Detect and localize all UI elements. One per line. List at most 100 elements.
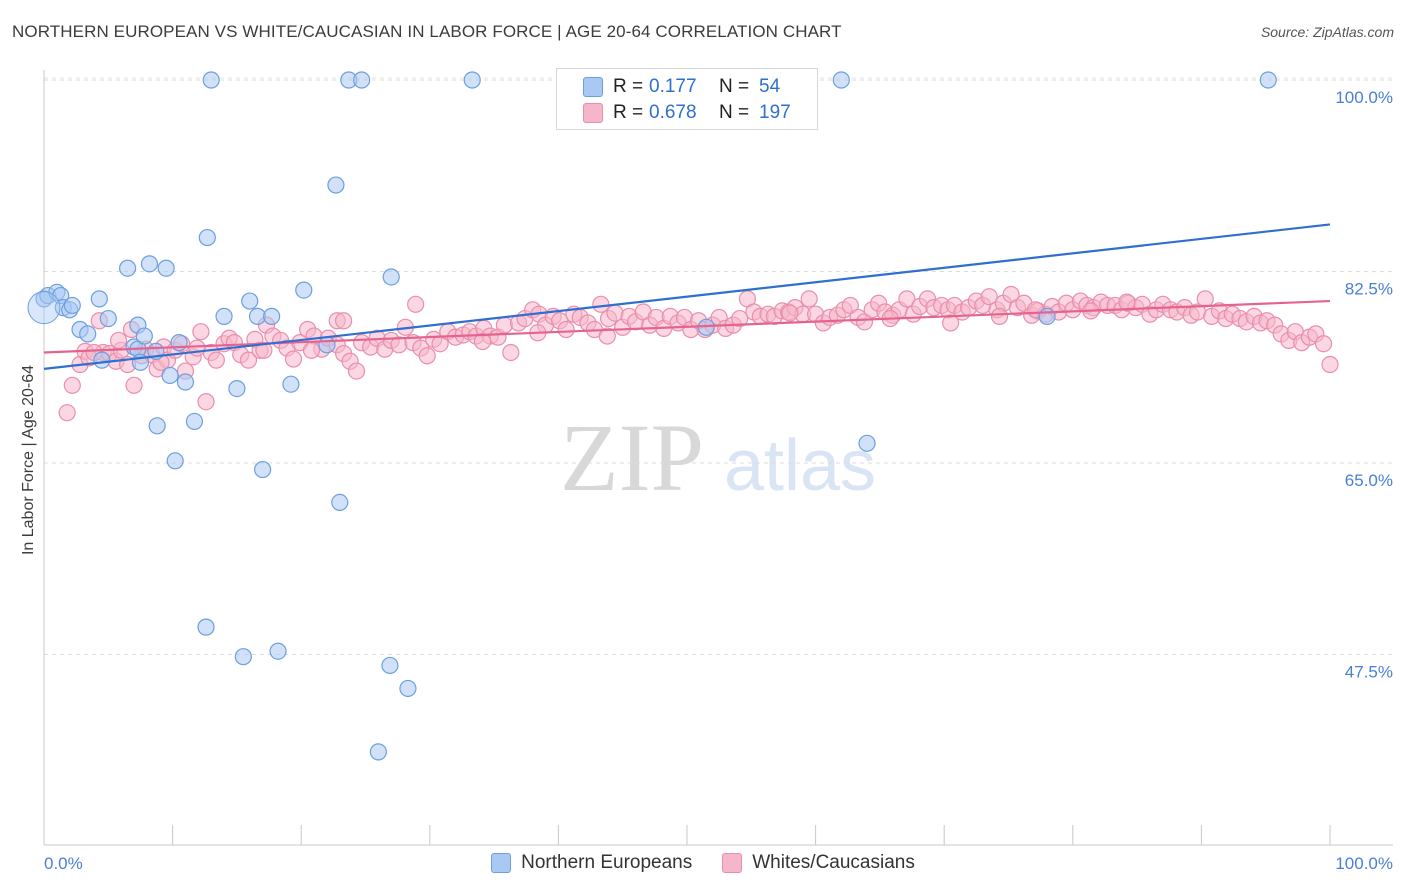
data-point-northern-european: [90, 290, 108, 308]
data-point-northern-european: [161, 366, 179, 385]
legend-row-northern-europeans: R = 0.177 N = 54: [583, 75, 829, 99]
legend-n-value: 54: [759, 76, 781, 97]
watermark-zip: ZIP: [560, 404, 704, 511]
data-point-white: [109, 331, 128, 350]
data-point-northern-european: [858, 434, 876, 452]
data-point-northern-european: [282, 375, 300, 393]
legend-row-whites-caucasians: R = 0.678 N = 197: [583, 101, 829, 125]
data-point-white: [1118, 293, 1136, 311]
trend-line-whites-caucasians: [43, 299, 1331, 354]
data-point-white: [606, 304, 624, 322]
correlation-legend: R = 0.177 N = 54 R = 0.678 N = 197: [556, 68, 818, 130]
data-point-northern-european: [198, 228, 216, 247]
data-point-white: [598, 327, 616, 345]
data-point-white: [407, 295, 425, 313]
data-point-white: [347, 362, 366, 380]
data-point-northern-european: [197, 618, 215, 636]
data-point-northern-european: [135, 327, 153, 345]
data-point-northern-european: [118, 259, 137, 277]
data-point-white: [239, 351, 258, 369]
data-point-white: [800, 290, 818, 308]
data-point-white: [125, 376, 143, 394]
data-point-white: [188, 339, 206, 357]
data-point-white: [557, 320, 575, 339]
chart-title: NORTHERN EUROPEAN VS WHITE/CAUCASIAN IN …: [12, 22, 842, 41]
data-point-white: [473, 332, 492, 351]
watermark-atlas: atlas: [724, 426, 876, 506]
legend-swatch-pink: [583, 103, 603, 123]
data-point-northern-european: [327, 176, 345, 194]
legend-n-label: N =: [719, 76, 750, 97]
data-point-northern-european: [381, 656, 399, 675]
data-point-northern-european: [295, 281, 313, 299]
data-point-northern-european: [185, 412, 204, 431]
data-point-white: [207, 351, 225, 369]
data-point-white: [418, 347, 436, 365]
source-label: Source: ZipAtlas.com: [1260, 24, 1394, 40]
legend-r-label: R =: [613, 76, 644, 97]
data-point-northern-european: [234, 648, 252, 666]
legend-swatch-pink: [722, 853, 743, 873]
data-point-northern-european: [269, 642, 287, 660]
data-point-northern-european: [140, 255, 159, 273]
legend-r-value: 0.678: [649, 102, 697, 123]
trend-line-northern-europeans: [43, 223, 1331, 370]
data-point-northern-european: [176, 373, 195, 391]
series-legend: Northern Europeans Whites/Caucasians: [0, 852, 1406, 874]
y-tick-labels: 100.0% 82.5% 65.0% 47.5%: [1335, 88, 1393, 682]
legend-item-northern-europeans[interactable]: Northern Europeans: [491, 852, 692, 874]
data-point-northern-european: [202, 71, 220, 89]
legend-r-value: 0.177: [649, 76, 697, 97]
data-point-northern-european: [399, 679, 417, 698]
data-point-northern-european: [27, 291, 61, 325]
data-point-white: [302, 341, 321, 359]
data-point-northern-european: [99, 309, 117, 328]
data-point-northern-european: [369, 743, 387, 761]
data-point-white: [1321, 355, 1339, 374]
data-point-northern-european: [63, 296, 81, 315]
legend-label-northern-europeans: Northern Europeans: [521, 852, 693, 873]
legend-label-whites-caucasians: Whites/Caucasians: [752, 852, 915, 873]
data-point-northern-european: [382, 268, 400, 286]
data-point-northern-european: [241, 292, 259, 310]
y-tick-label: 82.5%: [1345, 280, 1393, 299]
x-tick-label-min: 0.0%: [44, 854, 83, 873]
data-point-white: [63, 376, 81, 394]
data-point-white: [990, 307, 1009, 325]
data-point-white: [58, 404, 76, 422]
data-point-white: [841, 296, 859, 315]
data-point-white: [942, 314, 960, 332]
legend-r-label: R =: [613, 102, 644, 123]
legend-swatch-blue: [583, 77, 603, 97]
data-point-northern-european: [463, 71, 481, 89]
watermark: ZIP atlas: [560, 404, 876, 511]
data-point-white: [335, 312, 353, 330]
data-point-northern-european: [79, 325, 97, 343]
legend-n-value: 197: [759, 102, 791, 123]
data-point-northern-european: [318, 336, 336, 354]
data-point-white: [781, 304, 799, 322]
data-point-northern-european: [1259, 71, 1277, 89]
data-point-white: [284, 350, 303, 368]
data-point-northern-european: [832, 71, 850, 89]
data-point-white: [502, 343, 520, 362]
data-point-white: [731, 309, 749, 328]
data-point-white: [197, 393, 215, 411]
series-northern-europeans: [27, 71, 1277, 761]
data-point-white: [192, 323, 210, 341]
x-tick-label-max: 100.0%: [1335, 854, 1393, 873]
data-point-northern-european: [254, 460, 272, 479]
data-point-white: [255, 341, 273, 359]
data-point-northern-european: [215, 307, 233, 325]
data-point-white: [495, 316, 513, 334]
data-point-northern-european: [228, 379, 246, 398]
data-point-white: [592, 295, 610, 313]
y-tick-label: 47.5%: [1345, 663, 1393, 682]
legend-item-whites-caucasians[interactable]: Whites/Caucasians: [722, 852, 915, 874]
series-whites-caucasians: [58, 285, 1339, 422]
data-point-white: [1196, 290, 1214, 308]
data-point-northern-european: [157, 259, 175, 277]
data-point-northern-european: [353, 71, 371, 89]
legend-swatch-blue: [491, 853, 512, 873]
